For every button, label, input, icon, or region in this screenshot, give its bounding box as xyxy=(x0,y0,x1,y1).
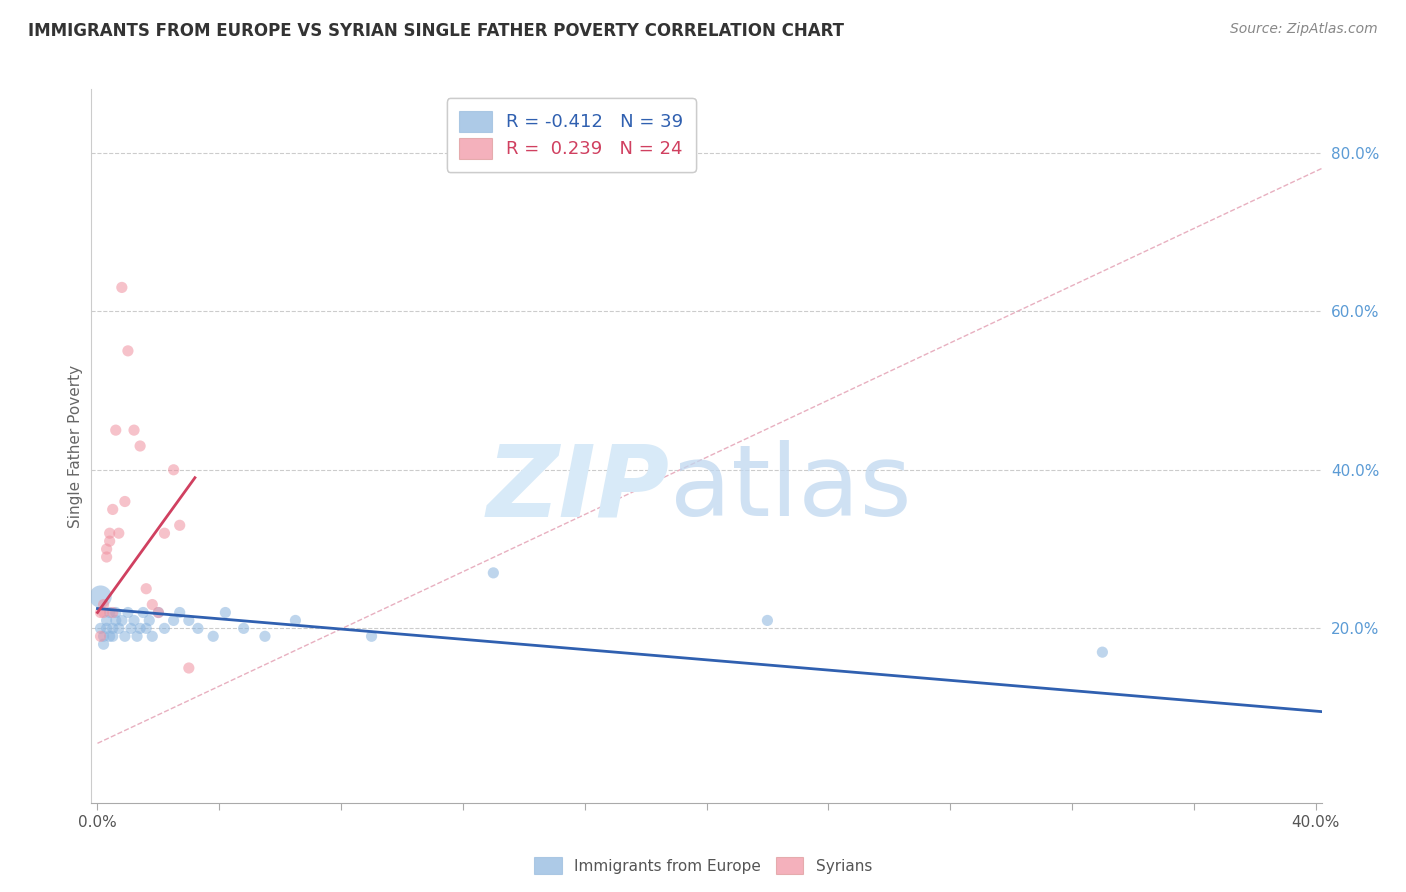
Point xyxy=(153,621,176,635)
Point xyxy=(177,614,200,628)
Point xyxy=(93,629,115,643)
Point xyxy=(111,614,134,628)
Text: atlas: atlas xyxy=(669,441,911,537)
Legend: Immigrants from Europe, Syrians: Immigrants from Europe, Syrians xyxy=(527,851,879,880)
Point xyxy=(104,614,127,628)
Text: Source: ZipAtlas.com: Source: ZipAtlas.com xyxy=(1230,22,1378,37)
Point xyxy=(129,439,152,453)
Point xyxy=(169,606,191,620)
Point xyxy=(117,606,139,620)
Point xyxy=(187,621,209,635)
Point xyxy=(1091,645,1114,659)
Point xyxy=(756,614,779,628)
Point xyxy=(153,526,176,541)
Point xyxy=(202,629,225,643)
Legend: R = -0.412   N = 39, R =  0.239   N = 24: R = -0.412 N = 39, R = 0.239 N = 24 xyxy=(447,98,696,171)
Point xyxy=(89,629,111,643)
Point xyxy=(107,621,129,635)
Text: ZIP: ZIP xyxy=(486,441,669,537)
Point xyxy=(138,614,160,628)
Point xyxy=(135,621,157,635)
Point xyxy=(120,621,142,635)
Point xyxy=(98,526,121,541)
Point xyxy=(162,463,184,477)
Point xyxy=(96,542,118,557)
Point xyxy=(132,606,155,620)
Point xyxy=(98,534,121,549)
Point xyxy=(98,629,121,643)
Point xyxy=(284,614,307,628)
Point xyxy=(117,343,139,358)
Point xyxy=(111,280,134,294)
Point xyxy=(162,614,184,628)
Point xyxy=(135,582,157,596)
Point xyxy=(93,598,115,612)
Point xyxy=(101,629,124,643)
Point xyxy=(141,629,163,643)
Point xyxy=(96,621,118,635)
Y-axis label: Single Father Poverty: Single Father Poverty xyxy=(67,365,83,527)
Point xyxy=(93,637,115,651)
Point xyxy=(89,621,111,635)
Point xyxy=(148,606,170,620)
Point xyxy=(125,629,148,643)
Point xyxy=(129,621,152,635)
Point xyxy=(93,606,115,620)
Point xyxy=(101,606,124,620)
Point xyxy=(104,606,127,620)
Point xyxy=(360,629,382,643)
Point xyxy=(177,661,200,675)
Point xyxy=(122,614,145,628)
Point xyxy=(96,549,118,564)
Point xyxy=(89,606,111,620)
Point xyxy=(122,423,145,437)
Point xyxy=(141,598,163,612)
Point xyxy=(96,614,118,628)
Text: IMMIGRANTS FROM EUROPE VS SYRIAN SINGLE FATHER POVERTY CORRELATION CHART: IMMIGRANTS FROM EUROPE VS SYRIAN SINGLE … xyxy=(28,22,844,40)
Point xyxy=(107,526,129,541)
Point xyxy=(101,621,124,635)
Point xyxy=(148,606,170,620)
Point xyxy=(482,566,505,580)
Point xyxy=(214,606,236,620)
Point xyxy=(98,606,121,620)
Point xyxy=(232,621,254,635)
Point xyxy=(114,629,136,643)
Point xyxy=(89,590,111,604)
Point xyxy=(253,629,276,643)
Point xyxy=(104,423,127,437)
Point xyxy=(169,518,191,533)
Point xyxy=(101,502,124,516)
Point xyxy=(114,494,136,508)
